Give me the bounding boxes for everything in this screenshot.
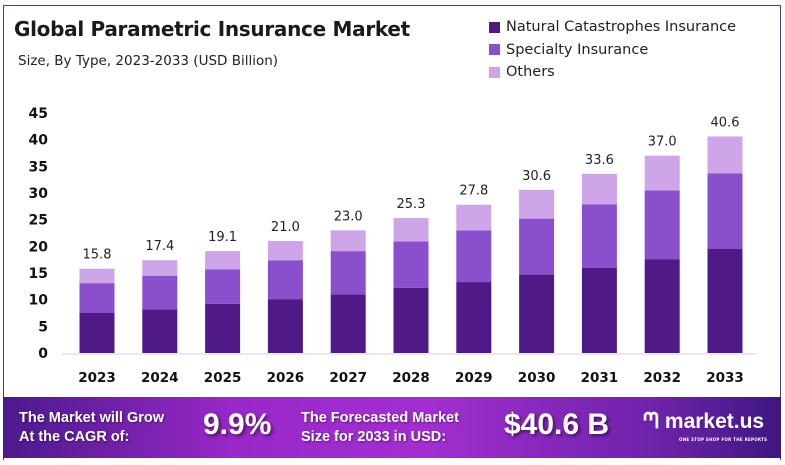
forecast-label-line: The Forecasted Market: [301, 410, 459, 426]
x-tick-label: 2033: [706, 370, 744, 386]
bar-segment-natural: [267, 299, 303, 353]
x-tick-label: 2025: [204, 370, 242, 386]
bar-segment-specialty: [456, 230, 492, 283]
x-tick-label: 2023: [78, 370, 116, 386]
total-label: 23.0: [334, 209, 363, 224]
forecast-label-line: Size for 2033 in USD:: [301, 429, 447, 445]
bar-segment-others: [205, 251, 241, 270]
total-label: 30.6: [522, 169, 551, 184]
legend-item-natural: Natural Catastrophes Insurance: [489, 16, 736, 39]
bar-chart: 05101520253035404515.8202317.4202419.120…: [29, 106, 757, 386]
bar-segment-specialty: [519, 218, 555, 275]
x-tick-label: 2032: [643, 370, 681, 386]
bar-segment-natural: [79, 313, 115, 353]
legend-swatch: [489, 44, 500, 56]
bar-segment-specialty: [267, 260, 303, 300]
x-tick-label: 2026: [267, 370, 305, 386]
total-label: 40.6: [711, 115, 740, 130]
cagr-label-line: At the CAGR of:: [19, 429, 130, 445]
legend-item-others: Others: [489, 61, 736, 84]
x-tick-label: 2027: [329, 370, 367, 386]
bar-segment-others: [456, 204, 492, 231]
chart-subtitle: Size, By Type, 2023-2033 (USD Billion): [18, 53, 279, 69]
bar-segment-natural: [142, 309, 178, 353]
bar-segment-others: [142, 260, 178, 276]
x-tick-label: 2024: [141, 370, 179, 386]
logo: ᘉ market.us: [643, 409, 764, 434]
legend-label: Specialty Insurance: [506, 41, 649, 58]
x-tick-label: 2030: [518, 370, 556, 386]
y-tick-label: 0: [38, 346, 48, 362]
footer-banner: The Market will Grow At the CAGR of: 9.9%…: [3, 397, 781, 458]
frame: [3, 5, 781, 460]
cagr-label: The Market will Grow At the CAGR of:: [19, 409, 164, 447]
bar-segment-natural: [644, 259, 680, 353]
forecast-value: $40.6 B: [504, 408, 610, 441]
total-label: 21.0: [271, 220, 300, 235]
y-tick-label: 45: [29, 106, 48, 122]
x-tick-label: 2028: [392, 370, 430, 386]
bar-segment-specialty: [142, 275, 178, 310]
y-tick-label: 15: [29, 266, 48, 282]
bar-segment-specialty: [644, 190, 680, 260]
total-label: 37.0: [648, 135, 677, 150]
logo-tagline: ONE STOP SHOP FOR THE REPORTS: [679, 437, 768, 442]
bar-segment-specialty: [393, 241, 429, 288]
y-tick-label: 25: [29, 213, 48, 229]
legend-label: Others: [506, 64, 555, 81]
bar-segment-others: [393, 218, 429, 242]
bar-segment-natural: [330, 294, 366, 353]
legend: Natural Catastrophes Insurance Specialty…: [489, 16, 736, 84]
total-label: 15.8: [83, 248, 112, 263]
y-tick-label: 5: [38, 319, 48, 335]
total-label: 25.3: [397, 197, 426, 212]
y-tick-label: 10: [29, 293, 49, 309]
legend-label: Natural Catastrophes Insurance: [506, 19, 737, 36]
legend-swatch: [489, 66, 500, 78]
bar-segment-specialty: [330, 251, 366, 295]
bar-segment-others: [581, 173, 617, 205]
legend-item-specialty: Specialty Insurance: [489, 39, 736, 62]
y-tick-label: 35: [29, 159, 48, 175]
cagr-label-line: The Market will Grow: [19, 410, 165, 426]
chart-title: Global Parametric Insurance Market: [14, 17, 410, 41]
forecast-label: The Forecasted Market Size for 2033 in US…: [301, 409, 459, 447]
total-label: 27.8: [459, 184, 488, 199]
bar-segment-others: [519, 189, 555, 219]
bar-segment-specialty: [79, 283, 115, 313]
cagr-value: 9.9%: [203, 408, 272, 441]
total-label: 17.4: [145, 239, 174, 254]
logo-text: market.us: [664, 409, 765, 433]
bar-segment-others: [644, 155, 680, 191]
y-tick-label: 30: [29, 186, 49, 202]
bar-segment-natural: [456, 282, 492, 353]
market-us-logo-icon: ᘉ: [643, 409, 659, 434]
x-tick-label: 2029: [455, 370, 493, 386]
legend-swatch: [489, 21, 500, 33]
y-tick-label: 20: [29, 239, 49, 255]
bar-segment-natural: [205, 303, 241, 353]
bar-segment-specialty: [205, 269, 241, 304]
x-tick-label: 2031: [581, 370, 619, 386]
bar-segment-natural: [581, 267, 617, 353]
bar-segment-natural: [519, 274, 555, 353]
bar-segment-specialty: [707, 173, 743, 249]
y-tick-label: 40: [29, 133, 49, 149]
bar-segment-others: [267, 241, 303, 261]
total-label: 19.1: [208, 230, 237, 245]
bar-segment-others: [707, 136, 743, 174]
bar-segment-specialty: [581, 204, 617, 268]
total-label: 33.6: [585, 153, 614, 168]
bar-segment-others: [330, 230, 366, 252]
bar-segment-natural: [707, 249, 743, 353]
bar-segment-natural: [393, 287, 429, 353]
bar-segment-others: [79, 268, 115, 284]
